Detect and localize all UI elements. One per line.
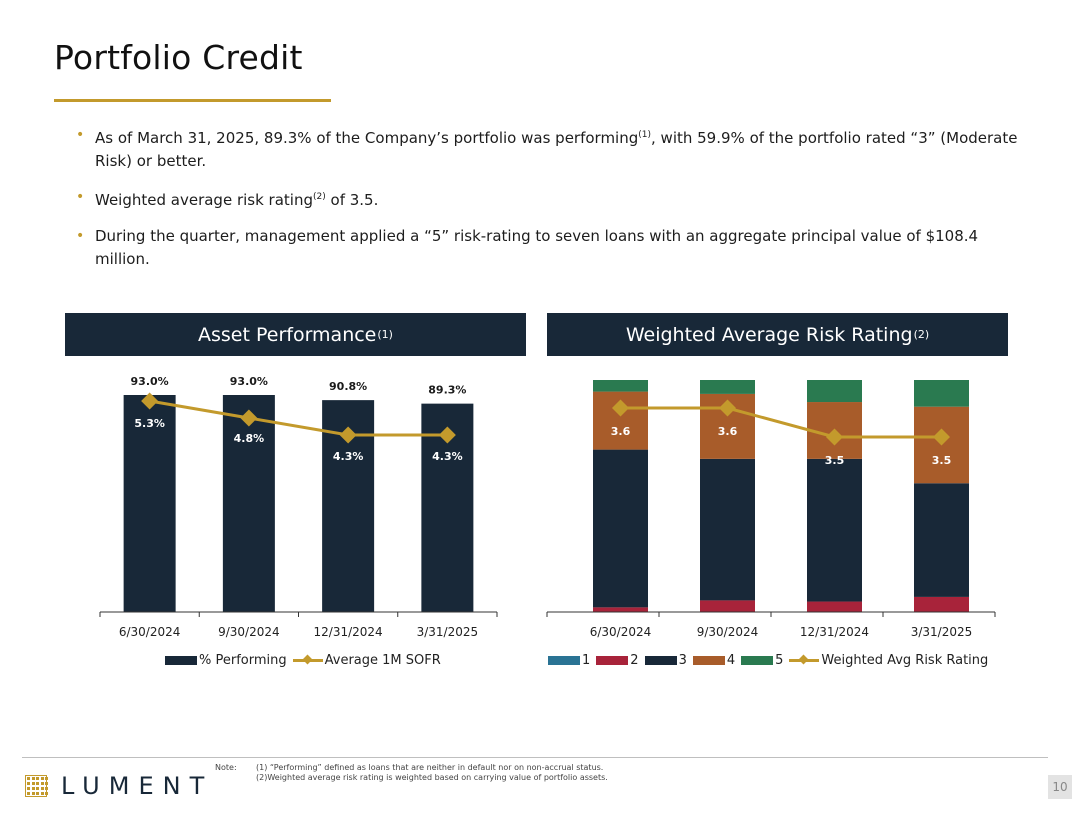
panel-title: Asset Performance	[198, 323, 377, 346]
legend-item-performing: % Performing	[165, 653, 287, 668]
footnote-ref: (2)	[913, 328, 930, 341]
legend-swatch	[596, 656, 629, 665]
legend-item-rating-3: 3	[644, 653, 687, 668]
x-tick-label: 9/30/2024	[218, 625, 280, 639]
page-title: Portfolio Credit	[54, 38, 303, 77]
performing-data-label: 93.0%	[230, 375, 268, 388]
bullet-text: , with 59.9% of the portfolio rated “3” …	[95, 129, 1018, 170]
legend-label: 2	[630, 653, 639, 668]
risk-rating-header: Weighted Average Risk Rating (2)	[547, 313, 1008, 356]
sofr-line	[149, 399, 448, 437]
risk-rating-legend: 1 2 3 4 5 Weighted Avg Risk Rating	[548, 653, 994, 668]
footnote-ref: (2)	[313, 192, 326, 202]
bullet-text: During the quarter, management applied a…	[95, 227, 979, 268]
lument-logo: LUMENT	[25, 772, 213, 800]
legend-line-marker	[292, 659, 323, 662]
legend-swatch	[692, 656, 725, 665]
legend-item-weighted-avg: Weighted Avg Risk Rating	[789, 653, 988, 668]
legend-item-rating-2: 2	[596, 653, 639, 668]
performing-data-label: 90.8%	[329, 380, 367, 393]
footnote-ref: (1)	[377, 328, 393, 341]
legend-swatch	[644, 656, 677, 665]
bullet-item: As of March 31, 2025, 89.3% of the Compa…	[76, 124, 1026, 173]
sofr-data-label: 4.3%	[432, 450, 463, 463]
note-label: Note:	[215, 763, 237, 772]
asset-performance-legend: % Performing Average 1M SOFR	[165, 653, 447, 668]
x-tick-label: 3/31/2025	[417, 625, 479, 639]
legend-swatch	[741, 656, 774, 665]
footnote-2: (2)Weighted average risk rating is weigh…	[256, 773, 608, 782]
footer-divider	[22, 757, 1048, 758]
asset-performance-header: Asset Performance (1)	[65, 313, 526, 356]
legend-swatch	[165, 656, 197, 665]
asset-performance-chart: 93.0% 93.0% 90.8% 89.3% 5.3% 4.8% 4.3% 4.3% 6/30…	[99, 375, 498, 639]
sofr-data-label: 4.8%	[234, 432, 265, 445]
legend-label: 4	[726, 653, 736, 668]
logo-wordmark: LUMENT	[61, 772, 214, 800]
bullet-list: As of March 31, 2025, 89.3% of the Compa…	[76, 124, 1026, 284]
footnote-1: (1) “Performing” defined as loans that a…	[256, 763, 604, 772]
performing-bar	[123, 395, 176, 612]
legend-label: 1	[582, 653, 591, 668]
legend-line-marker	[789, 659, 820, 662]
performing-data-label: 89.3%	[428, 384, 466, 397]
sofr-data-label: 4.3%	[333, 450, 364, 463]
performing-data-label: 93.0%	[131, 375, 169, 388]
legend-label: 5	[775, 653, 784, 668]
bullet-item: During the quarter, management applied a…	[76, 225, 1026, 271]
legend-item-rating-1: 1	[548, 653, 590, 668]
bullet-text: of 3.5.	[325, 191, 379, 209]
footnotes: (1) “Performing” defined as loans that a…	[256, 763, 608, 783]
page-number: 10	[1048, 775, 1072, 799]
legend-swatch	[548, 656, 580, 665]
bullet-text: As of March 31, 2025, 89.3% of the Compa…	[95, 129, 639, 147]
sofr-data-label: 5.3%	[134, 417, 165, 430]
panel-title: Weighted Average Risk Rating	[625, 323, 913, 346]
x-tick-label: 6/30/2024	[119, 625, 181, 639]
bullet-item: Weighted average risk rating(2) of 3.5.	[76, 186, 1026, 212]
performing-bar	[222, 395, 275, 612]
legend-label: % Performing	[199, 653, 287, 668]
title-underline	[54, 99, 331, 102]
legend-label: Average 1M SOFR	[324, 653, 441, 668]
legend-item-sofr: Average 1M SOFR	[292, 653, 441, 668]
legend-label: Weighted Avg Risk Rating	[821, 653, 989, 668]
lument-logo-icon	[25, 775, 48, 797]
bullet-text: Weighted average risk rating	[95, 191, 313, 209]
footnote-ref: (1)	[638, 130, 652, 140]
legend-item-rating-5: 5	[741, 653, 783, 668]
x-tick-label: 12/31/2024	[314, 625, 383, 639]
legend-label: 3	[678, 653, 687, 668]
legend-item-rating-4: 4	[692, 653, 736, 668]
